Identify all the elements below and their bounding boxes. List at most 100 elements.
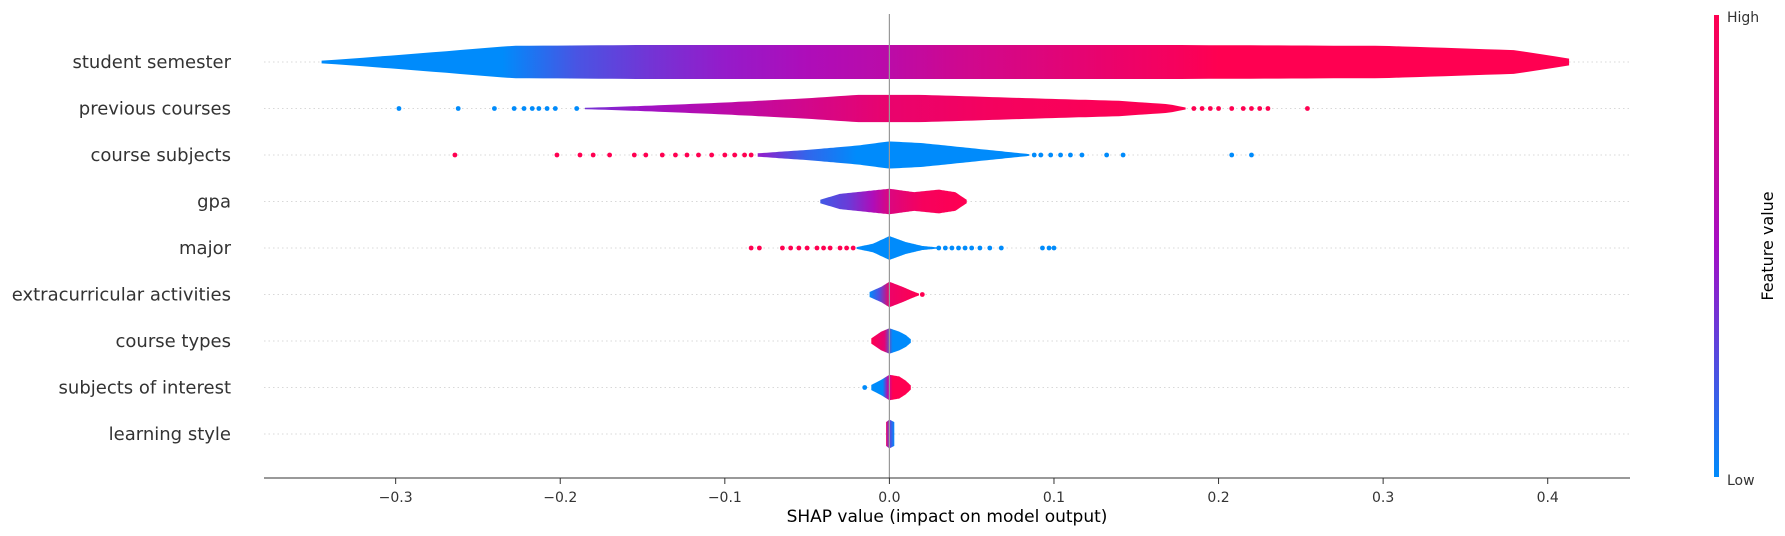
outlier-dot	[1051, 245, 1057, 251]
violin-course-subjects	[757, 141, 1030, 169]
outlier-dot	[1120, 152, 1126, 158]
outlier-dot	[396, 106, 402, 111]
colorbar-high-label: High	[1727, 10, 1759, 26]
outlier-dot	[643, 152, 649, 158]
violin-subjects-of-interest	[871, 374, 911, 401]
outlier-dot	[1038, 152, 1044, 158]
outlier-dot	[684, 152, 690, 158]
outlier-dot	[788, 245, 794, 251]
outlier-dot	[956, 245, 961, 251]
outlier-dot	[1104, 152, 1110, 158]
outlier-dot	[1040, 245, 1045, 251]
colorbar-gradient	[1714, 15, 1719, 477]
outlier-dot	[1068, 152, 1073, 158]
feature-label: major	[179, 238, 232, 259]
violin-course-types	[871, 328, 911, 354]
outlier-dot	[1265, 106, 1271, 111]
outlier-dot	[1216, 106, 1221, 111]
outlier-dot	[821, 245, 826, 251]
outlier-dot	[511, 106, 517, 111]
x-tick-label: −0.1	[708, 490, 742, 506]
x-tick-label: 0.4	[1537, 490, 1559, 506]
outlier-dot	[590, 152, 596, 158]
outlier-dot	[574, 106, 580, 111]
outlier-dot	[748, 152, 754, 158]
outlier-dot	[696, 152, 701, 158]
violin-previous-courses	[584, 94, 1186, 123]
outlier-dot	[554, 152, 560, 158]
outlier-dot	[962, 245, 968, 251]
x-tick-label: 0.3	[1372, 490, 1394, 506]
outlier-dot	[942, 245, 948, 251]
outlier-dot	[552, 106, 558, 111]
x-axis-title: SHAP value (impact on model output)	[787, 507, 1108, 527]
feature-label: course types	[116, 331, 231, 352]
outlier-dot	[977, 245, 983, 251]
x-tick-label: 0.0	[878, 490, 900, 506]
outlier-dot	[748, 245, 754, 251]
outlier-dot	[1079, 152, 1085, 158]
violins	[321, 45, 1570, 449]
outlier-dot	[814, 245, 820, 251]
x-tick-label: 0.2	[1207, 490, 1229, 506]
x-axis-ticks: −0.3 −0.2 −0.1 0.0 0.1 0.2 0.3 0.4	[379, 478, 1559, 506]
outlier-dot	[987, 245, 993, 251]
outlier-dot	[1031, 152, 1037, 158]
outlier-dot	[862, 385, 868, 390]
outlier-dot	[631, 152, 637, 158]
outlier-dot	[709, 152, 715, 158]
outlier-dot	[1058, 152, 1063, 158]
outlier-dot	[1305, 106, 1310, 111]
outlier-dot	[722, 152, 728, 158]
outlier-dot	[452, 152, 458, 158]
outlier-dot	[969, 245, 975, 251]
outlier-dot	[796, 245, 802, 251]
outlier-dot	[827, 245, 833, 251]
outlier-dot	[1229, 152, 1235, 158]
violin-major	[856, 236, 939, 260]
feature-label: learning style	[109, 424, 231, 445]
outlier-dot	[844, 245, 850, 251]
colorbar: High Low Feature value	[1714, 10, 1777, 489]
outlier-dot	[949, 245, 955, 251]
outlier-dot	[1048, 152, 1054, 158]
x-tick-label: −0.2	[543, 490, 577, 506]
outlier-dot	[804, 245, 810, 251]
outlier-dot	[850, 245, 856, 251]
outlier-dot	[607, 152, 613, 158]
x-tick-label: 0.1	[1043, 490, 1065, 506]
violin-gpa	[820, 188, 967, 215]
outlier-dot	[936, 245, 942, 251]
x-tick-label: −0.3	[379, 490, 413, 506]
violin-learning-style	[886, 419, 895, 449]
outlier-dot	[673, 152, 678, 158]
outlier-dot	[577, 152, 583, 158]
outlier-dot	[1229, 106, 1235, 111]
outlier-dot	[1207, 106, 1213, 111]
outlier-dot	[1046, 245, 1052, 251]
outlier-dot	[659, 152, 665, 158]
outlier-dot	[1249, 106, 1254, 111]
outlier-dot	[544, 106, 550, 111]
outlier-dot	[1191, 106, 1197, 111]
feature-labels: student semester previous courses course s…	[12, 52, 232, 445]
outlier-dot	[536, 106, 542, 111]
colorbar-title: Feature value	[1758, 191, 1777, 300]
outlier-dot	[1199, 106, 1205, 111]
violin-extracurricular-activities	[869, 281, 919, 308]
feature-label: subjects of interest	[59, 378, 231, 399]
outlier-dots	[396, 106, 1310, 390]
outlier-dot	[837, 245, 843, 251]
outlier-dot	[529, 106, 535, 111]
outlier-dot	[455, 106, 461, 111]
feature-label: gpa	[197, 192, 231, 213]
outlier-dot	[1249, 152, 1254, 158]
outlier-dot	[780, 245, 785, 251]
outlier-dot	[492, 106, 497, 111]
feature-label: extracurricular activities	[12, 285, 231, 306]
outlier-dot	[1257, 106, 1263, 111]
feature-label: student semester	[72, 52, 231, 73]
feature-label: course subjects	[90, 145, 231, 166]
outlier-dot	[732, 152, 738, 158]
